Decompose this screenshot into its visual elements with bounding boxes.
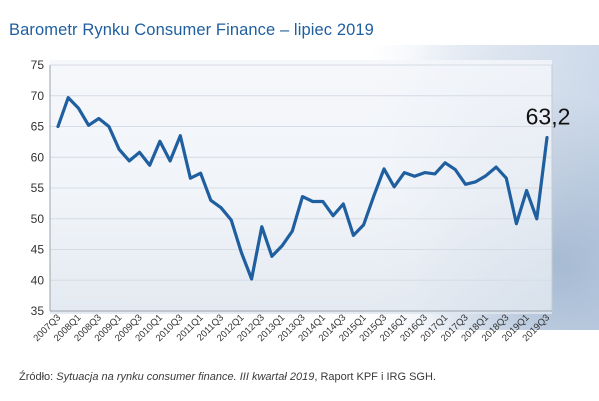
source-suffix: , Raport KPF i IRG SGH. [314, 371, 436, 383]
y-tick-label: 45 [31, 243, 45, 257]
last-value-annotation: 63,2 [526, 104, 571, 130]
source-title: Sytuacja na rynku consumer finance. III … [56, 371, 315, 383]
axes [49, 65, 553, 312]
y-tick-label: 40 [31, 273, 45, 287]
y-tick-label: 60 [31, 150, 45, 164]
series [56, 95, 549, 281]
y-tick-label: 35 [31, 304, 45, 318]
y-tick-label: 70 [31, 89, 45, 103]
source-note: Źródło: Sytuacja na rynku consumer finan… [19, 371, 436, 383]
source-prefix: Źródło: [19, 371, 57, 383]
y-tick-label: 75 [31, 58, 45, 72]
series-line [56, 95, 549, 281]
y-axis-ticks: 35 40 45 50 55 60 65 70 75 [31, 58, 45, 318]
y-tick-label: 55 [31, 181, 45, 195]
chart-title: Barometr Rynku Consumer Finance – lipiec… [9, 21, 374, 39]
gridlines [50, 64, 552, 312]
plot-area-background [50, 60, 552, 314]
y-tick-label: 65 [31, 120, 45, 134]
x-axis-ticks: 2007Q32008Q12008Q32009Q12009Q32010Q12010… [31, 312, 552, 344]
y-tick-label: 50 [31, 212, 45, 226]
